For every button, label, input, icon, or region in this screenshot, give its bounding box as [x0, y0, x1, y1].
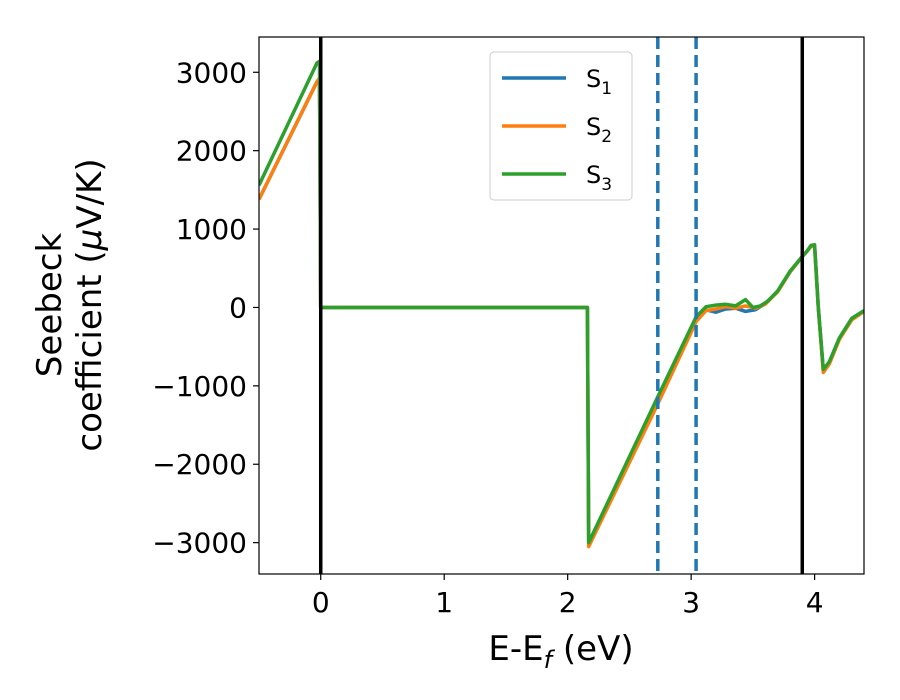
x-axis-ticks: 0 1 2 3 4	[312, 574, 824, 619]
y-axis-label-line2-end: V/K)	[70, 158, 110, 228]
y-axis-label-line1: Seebeck	[30, 233, 70, 378]
series-line-3	[259, 59, 864, 545]
y-tick-label: −1000	[152, 370, 247, 403]
y-tick-label: 1000	[176, 213, 247, 246]
x-tick-label: 2	[559, 586, 577, 619]
y-axis-ticks: −3000 −2000 −1000 0 1000 2000 3000	[152, 56, 259, 560]
x-axis-label: E-Ef (eV)	[488, 629, 633, 674]
x-axis-label-main: E-E	[488, 629, 543, 669]
y-tick-label: 2000	[176, 135, 247, 168]
y-axis-label-mu: μ	[70, 229, 110, 252]
x-tick-label: 3	[682, 586, 700, 619]
series-layer	[259, 59, 864, 549]
legend-label-2: S2	[586, 113, 612, 147]
y-tick-label: −3000	[152, 527, 247, 560]
x-axis-label-unit: (eV)	[552, 629, 634, 669]
plot-frame	[258, 36, 865, 575]
x-tick-label: 4	[806, 586, 824, 619]
vline-layer	[318, 37, 805, 574]
x-tick-label: 0	[312, 586, 330, 619]
y-tick-label: 0	[229, 291, 247, 324]
legend: S1 S2 S3	[489, 51, 633, 201]
x-tick-label: 1	[435, 586, 453, 619]
y-axis-label-line2: coefficient (μV/K)	[70, 158, 110, 451]
legend-label-3: S3	[586, 161, 612, 195]
y-tick-label: 3000	[176, 56, 247, 89]
y-axis-label: Seebeck coefficient (μV/K)	[30, 158, 110, 451]
y-tick-label: −2000	[152, 448, 247, 481]
y-axis-label-line2-start: coefficient (	[70, 250, 110, 451]
legend-label-1: S1	[586, 65, 612, 99]
